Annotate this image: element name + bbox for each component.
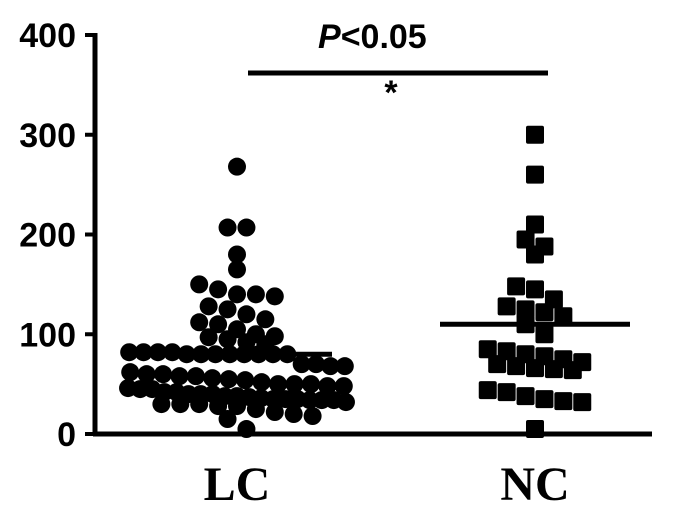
lc-data-point [236, 371, 254, 389]
lc-data-point [302, 375, 320, 393]
nc-data-point [488, 355, 506, 373]
lc-data-point [247, 400, 265, 418]
lc-data-point [237, 420, 255, 438]
p-symbol: P [318, 18, 341, 56]
nc-data-point [535, 325, 553, 343]
nc-data-point [507, 357, 525, 375]
lc-data-point [219, 410, 237, 428]
data-points [119, 126, 591, 438]
lc-data-point [187, 367, 205, 385]
nc-data-point [479, 381, 497, 399]
lc-data-point [266, 403, 284, 421]
category-labels: LC NC [204, 458, 570, 511]
nc-data-point [545, 360, 563, 378]
lc-data-point [171, 367, 189, 385]
lc-data-point [190, 275, 208, 293]
lc-data-point [219, 300, 237, 318]
lc-data-point [190, 313, 208, 331]
lc-data-point [190, 395, 208, 413]
y-tick-label: 0 [57, 416, 76, 454]
category-label: NC [500, 458, 569, 511]
lc-data-point [256, 310, 274, 328]
nc-data-point [526, 359, 544, 377]
nc-data-point [535, 303, 553, 321]
lc-data-point [203, 369, 221, 387]
lc-data-point [337, 393, 355, 411]
category-label: LC [204, 458, 271, 511]
lc-data-point [266, 287, 284, 305]
nc-data-point [526, 420, 544, 438]
y-tick-label: 200 [19, 217, 76, 255]
lc-data-point [228, 260, 246, 278]
lc-data-point [200, 328, 218, 346]
lc-data-point [286, 375, 304, 393]
lc-data-point [247, 285, 265, 303]
nc-data-point [564, 361, 582, 379]
nc-data-point [573, 393, 591, 411]
lc-data-point [228, 285, 246, 303]
significance-annotation: P<0.05 * [248, 18, 548, 112]
lc-data-point [285, 405, 303, 423]
nc-data-point [526, 280, 544, 298]
lc-data-point [121, 363, 139, 381]
y-tick-label: 300 [19, 117, 76, 155]
p-value-label: P<0.05 [318, 18, 427, 56]
nc-data-point [535, 390, 553, 408]
lc-data-point [209, 280, 227, 298]
nc-data-point [507, 277, 525, 295]
p-value-text: <0.05 [341, 18, 427, 56]
lc-data-point [154, 365, 172, 383]
lc-data-point [220, 370, 238, 388]
nc-data-point [526, 245, 544, 263]
lc-data-point [152, 395, 170, 413]
nc-data-point [554, 392, 572, 410]
lc-data-point [219, 219, 237, 237]
nc-data-point [498, 383, 516, 401]
significance-star: * [384, 74, 398, 112]
lc-data-point [253, 373, 271, 391]
lc-data-point [237, 219, 255, 237]
nc-data-point [517, 387, 535, 405]
nc-data-point [526, 126, 544, 144]
y-ticks: 0 100 200 300 400 [19, 17, 95, 454]
lc-data-point [304, 407, 322, 425]
lc-data-point [336, 357, 354, 375]
y-tick-label: 100 [19, 316, 76, 354]
lc-data-point [200, 297, 218, 315]
lc-data-point [171, 395, 189, 413]
y-tick-label: 400 [19, 17, 76, 55]
lc-data-point [228, 158, 246, 176]
nc-data-point [526, 166, 544, 184]
nc-data-point [498, 297, 516, 315]
lc-data-point [237, 305, 255, 323]
